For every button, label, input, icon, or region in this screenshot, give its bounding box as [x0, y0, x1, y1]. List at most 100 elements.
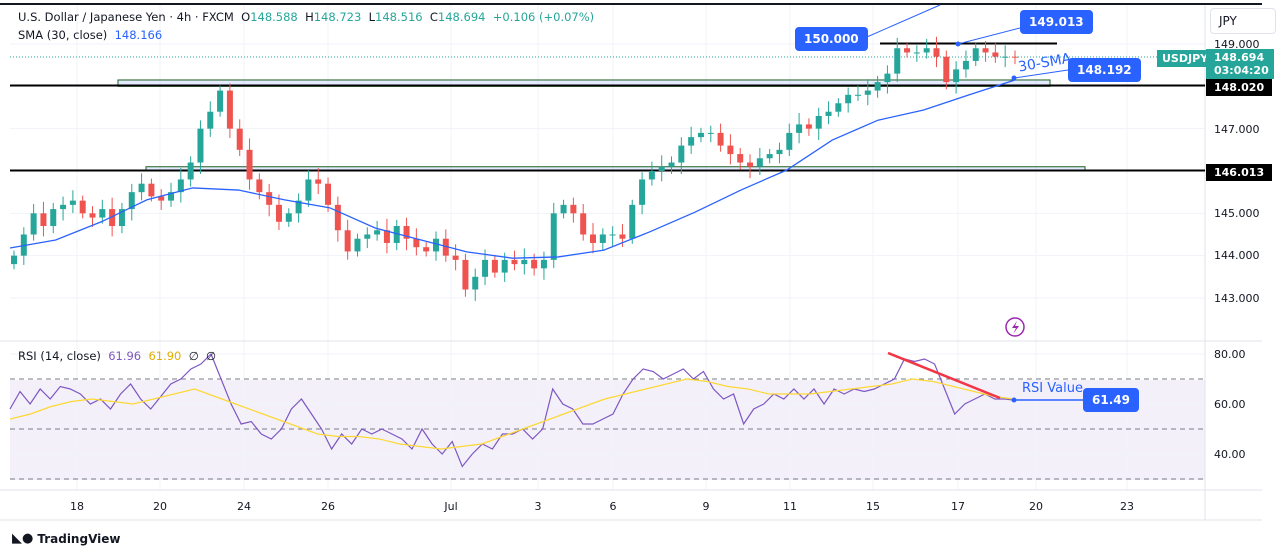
candle-body	[540, 259, 547, 269]
candle-body	[619, 234, 626, 239]
rsi-tick: 60.00	[1214, 398, 1246, 411]
time-tick: 26	[321, 500, 335, 513]
time-tick: 11	[783, 500, 797, 513]
candle-body	[776, 149, 783, 155]
candle-body	[187, 162, 194, 180]
candle-body	[442, 238, 449, 256]
candle-body	[246, 149, 253, 180]
time-tick: 3	[534, 500, 542, 513]
time-tick: 15	[866, 500, 880, 513]
candle-body	[737, 154, 744, 163]
candle-body	[727, 145, 734, 155]
label-149013[interactable]: 149.013	[1020, 10, 1093, 34]
candle-body	[825, 111, 832, 116]
candle-body	[1012, 56, 1018, 58]
candle-body	[953, 69, 960, 83]
rsi-annotation-text[interactable]: RSI Value	[1022, 381, 1083, 396]
candle-body	[796, 124, 803, 133]
candle-body	[423, 247, 430, 252]
candle-body	[854, 94, 861, 96]
candle-body	[688, 137, 695, 146]
change-value: +0.106 (+0.07%)	[492, 10, 595, 24]
candle-body	[344, 230, 351, 252]
candle-body	[747, 162, 754, 167]
price-tick: 144.000	[1214, 249, 1260, 262]
candle-body	[60, 204, 67, 210]
tradingview-logo[interactable]: ◣● TradingView	[12, 531, 121, 546]
time-tick: 20	[153, 500, 167, 513]
candle-body	[285, 213, 292, 222]
candle-body	[550, 213, 557, 260]
candle-body	[413, 238, 420, 248]
annot-line-150	[859, 4, 941, 41]
candle-body	[580, 213, 587, 235]
label-148192[interactable]: 148.192	[1068, 58, 1141, 82]
rsi-line	[9, 352, 1016, 468]
candle-body	[639, 179, 646, 205]
candle-body	[815, 115, 822, 129]
candle-body	[874, 82, 881, 91]
label-150000[interactable]: 150.000	[795, 27, 868, 51]
candle-body	[590, 234, 597, 243]
annot-line-149013	[957, 27, 1021, 45]
candle-body	[50, 209, 57, 227]
candle-body	[226, 90, 233, 129]
price-tick: 143.000	[1214, 292, 1260, 305]
label-rsi-value[interactable]: 61.49	[1083, 388, 1139, 412]
symbol-title[interactable]: U.S. Dollar / Japanese Yen · 4h · FXCM	[18, 10, 234, 24]
candle-body	[79, 200, 86, 214]
candle-body	[668, 162, 675, 167]
lightning-icon-bolt	[1012, 321, 1019, 334]
rsi-ma-line	[9, 378, 1016, 450]
candle-body	[972, 48, 979, 61]
lightning-icon	[1005, 317, 1025, 337]
candle-body	[168, 192, 175, 201]
tradingview-icon: ◣●	[12, 531, 34, 546]
currency-button[interactable]: JPY	[1210, 8, 1276, 34]
candle-body	[923, 48, 930, 53]
candle-body	[717, 132, 724, 146]
rsi-trend-line	[887, 351, 1001, 400]
level-tag-148020: 148.020	[1206, 79, 1272, 96]
time-tick: 20	[1029, 500, 1043, 513]
time-tick: 6	[609, 500, 617, 513]
candle-body	[629, 204, 636, 239]
candle-body	[707, 132, 714, 134]
candle-body	[462, 259, 469, 290]
price-tick: 147.000	[1214, 123, 1260, 136]
candle-body	[69, 200, 76, 205]
rsi-tick: 80.00	[1214, 348, 1246, 361]
legend-main: U.S. Dollar / Japanese Yen · 4h · FXCM O…	[18, 10, 595, 24]
candle-body	[432, 238, 439, 252]
candle-body	[109, 209, 116, 227]
candle-body	[305, 179, 312, 201]
candle-body	[158, 196, 165, 201]
candle-body	[756, 158, 763, 167]
candle-body	[599, 234, 606, 243]
time-tick: 18	[70, 500, 84, 513]
price-tick: 149.000	[1214, 38, 1260, 51]
candle-body	[325, 183, 332, 205]
sma-value: 148.166	[114, 28, 163, 42]
candle-body	[648, 170, 655, 180]
rsi-band-fill	[10, 380, 1205, 480]
candle-body	[521, 259, 528, 265]
candle-body	[383, 230, 390, 243]
candle-body	[501, 259, 508, 273]
candle-body	[570, 204, 577, 214]
candle-body	[138, 183, 145, 193]
candle-body	[884, 73, 891, 83]
candle-body	[30, 213, 37, 235]
candle-body	[962, 60, 969, 70]
candle-body	[609, 234, 616, 236]
annot-dot-148192	[1011, 75, 1017, 81]
candle-body	[40, 213, 47, 227]
legend-rsi[interactable]: RSI (14, close) 61.96 61.90 ∅ ∅	[18, 349, 217, 363]
candle-body	[531, 259, 538, 269]
candle-body	[452, 255, 459, 260]
legend-sma[interactable]: SMA (30, close) 148.166	[18, 28, 163, 42]
candle-body	[1002, 56, 1009, 58]
rsi-tick: 40.00	[1214, 448, 1246, 461]
candle-body	[128, 192, 135, 210]
